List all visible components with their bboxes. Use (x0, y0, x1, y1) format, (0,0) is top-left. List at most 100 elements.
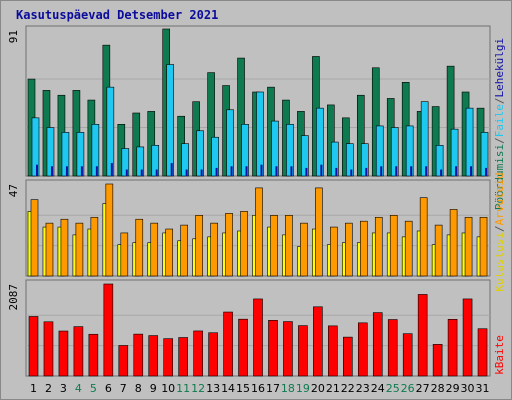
bar-sites-27 (419, 197, 428, 277)
bar-kbytes-29 (447, 319, 458, 377)
bar-files-22 (346, 143, 354, 177)
right-label-bottom-part-0: kBaite (493, 335, 506, 375)
x-tick-label-4: 4 (75, 382, 82, 395)
bar-files-9 (151, 145, 160, 177)
bar-kbytes-20 (313, 306, 323, 377)
bar-sites-3 (60, 218, 69, 277)
bar-pages-28 (440, 169, 443, 176)
bar-kbytes-4 (73, 326, 84, 377)
bar-pages-25 (395, 166, 398, 176)
bar-files-5 (91, 124, 100, 177)
bar-files-12 (196, 130, 204, 177)
bar-files-4 (76, 132, 85, 177)
bar-pages-27 (425, 166, 428, 176)
bar-sites-13 (210, 222, 218, 277)
bar-files-29 (450, 128, 459, 177)
bar-kbytes-15 (238, 318, 248, 377)
bar-pages-7 (125, 169, 128, 176)
x-tick-label-10: 10 (161, 382, 175, 395)
bar-files-15 (241, 124, 249, 177)
bar-sites-6 (105, 183, 114, 277)
bar-pages-5 (95, 166, 98, 176)
bar-sites-5 (90, 216, 99, 277)
bar-hits-9 (147, 111, 156, 177)
right-label-top-part-2: Faile (493, 104, 506, 137)
x-tick-label-26: 26 (401, 382, 415, 395)
bar-kbytes-5 (88, 333, 99, 377)
bar-kbytes-9 (148, 335, 159, 377)
bar-pages-2 (50, 166, 53, 176)
bar-pages-3 (65, 166, 68, 176)
bar-pages-1 (36, 164, 38, 176)
bar-sites-12 (195, 215, 203, 277)
bar-files-28 (435, 145, 444, 177)
x-tick-label-15: 15 (236, 382, 250, 395)
bar-files-19 (301, 135, 309, 177)
bar-sites-21 (330, 226, 338, 277)
chart-title: Kasutuspäevad Detsember 2021 (16, 8, 218, 22)
bar-files-1 (31, 117, 40, 177)
x-tick-label-19: 19 (296, 382, 310, 395)
x-tick-label-24: 24 (371, 382, 385, 395)
bar-pages-12 (200, 169, 203, 176)
x-tick-label-13: 13 (206, 382, 220, 395)
bar-hits-28 (431, 106, 440, 177)
x-tick-label-1: 1 (30, 382, 37, 395)
x-tick-label-9: 9 (150, 382, 157, 395)
bar-sites-24 (374, 216, 383, 277)
bar-pages-15 (245, 166, 248, 176)
right-label-middle-part-2: Arvuteid (493, 172, 506, 225)
bar-files-13 (211, 136, 219, 177)
bar-hits-8 (132, 112, 141, 177)
bar-pages-18 (290, 166, 293, 176)
bar-files-27 (420, 101, 429, 177)
x-tick-label-22: 22 (341, 382, 355, 395)
bar-sites-18 (285, 215, 293, 277)
bar-pages-9 (155, 169, 158, 176)
bar-sites-20 (315, 187, 323, 277)
x-tick-label-17: 17 (266, 382, 280, 395)
bar-pages-10 (170, 163, 173, 176)
bar-sites-4 (75, 222, 84, 277)
bar-kbytes-16 (253, 298, 263, 377)
x-tick-label-21: 21 (326, 382, 340, 395)
bar-pages-20 (320, 164, 323, 176)
bar-hits-23 (356, 94, 365, 177)
x-tick-label-16: 16 (251, 382, 265, 395)
panel-visits-ymax-label: 47 (7, 184, 20, 197)
bar-kbytes-25 (387, 319, 398, 377)
bar-files-18 (286, 124, 294, 177)
bar-sites-22 (345, 222, 353, 277)
bar-files-24 (375, 125, 384, 177)
x-tick-label-28: 28 (431, 382, 445, 395)
x-tick-label-7: 7 (120, 382, 127, 395)
x-tick-label-14: 14 (221, 382, 235, 395)
bar-files-23 (360, 143, 369, 177)
bar-kbytes-31 (477, 328, 488, 377)
right-label-top-part-1: / (493, 137, 506, 144)
bar-kbytes-30 (462, 298, 473, 377)
x-tick-label-2: 2 (45, 382, 52, 395)
bar-files-31 (480, 132, 489, 177)
bar-sites-10 (165, 228, 174, 277)
right-label-middle-part-0: Külastusi (493, 232, 506, 292)
x-tick-label-31: 31 (476, 382, 490, 395)
bar-pages-30 (470, 166, 473, 176)
bar-sites-7 (120, 232, 129, 277)
right-label-middle: Külastusi/Arvuteid (493, 172, 506, 291)
bar-pages-26 (410, 166, 413, 176)
bar-hits-24 (371, 67, 380, 177)
bar-sites-30 (464, 216, 473, 277)
bar-files-3 (61, 132, 70, 177)
bar-pages-19 (305, 167, 308, 176)
bar-kbytes-6 (103, 283, 114, 377)
bar-kbytes-28 (432, 344, 443, 377)
x-tick-label-18: 18 (281, 382, 295, 395)
bar-kbytes-13 (208, 332, 218, 377)
right-label-middle-part-1: / (493, 225, 506, 232)
bar-pages-22 (350, 169, 353, 176)
bar-kbytes-18 (283, 321, 293, 377)
right-label-top: Pöördumisi/Faile/Lehekülgi (493, 38, 506, 210)
right-label-top-part-0: Pöördumisi (493, 144, 506, 210)
